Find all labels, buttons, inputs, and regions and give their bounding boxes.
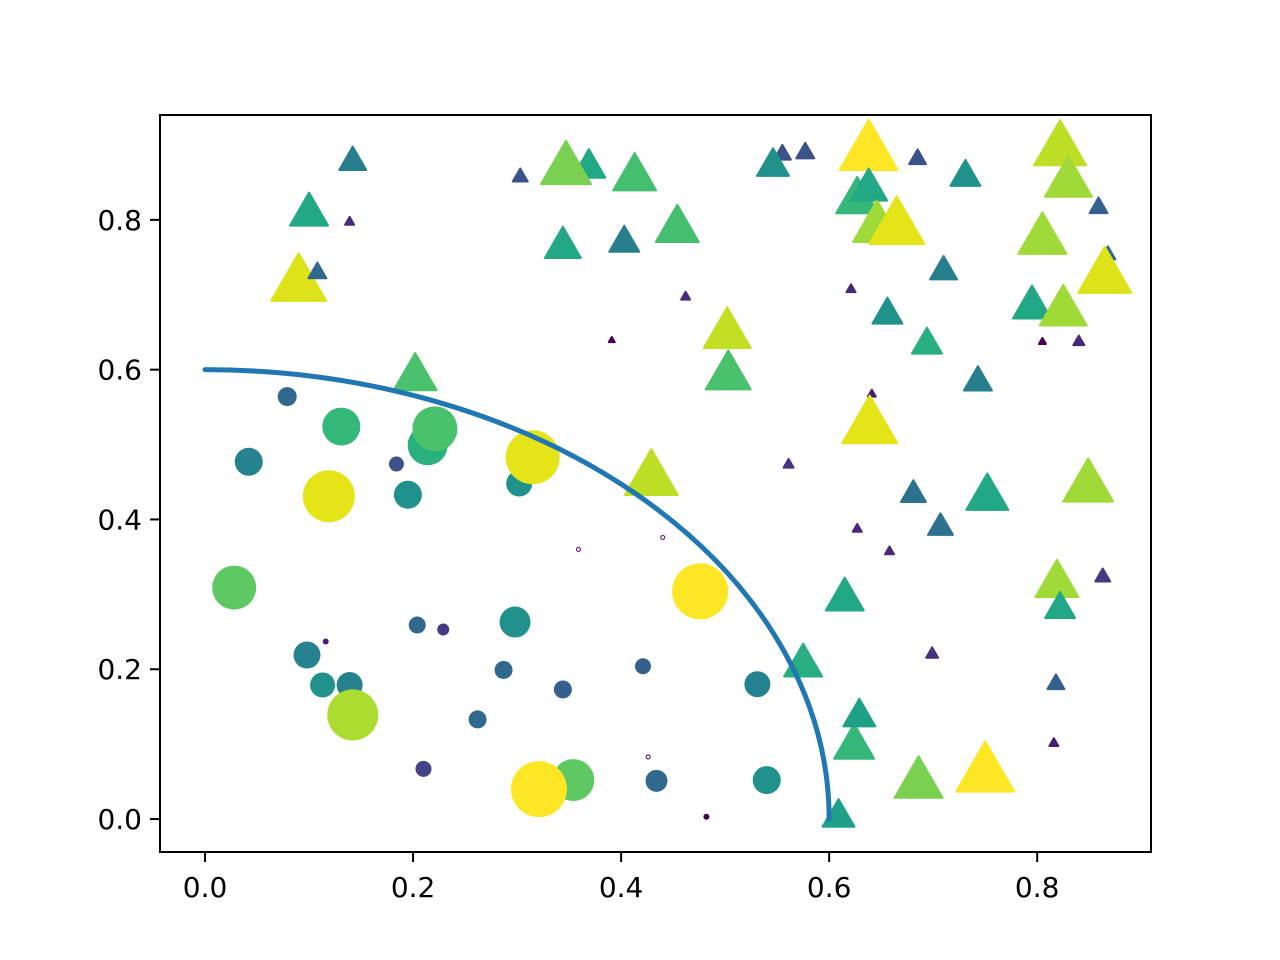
scatter-point-triangle bbox=[755, 147, 790, 177]
scatter-point-circle bbox=[437, 623, 450, 636]
x-tick-label: 0.2 bbox=[391, 871, 436, 904]
scatter-point-triangle bbox=[1048, 737, 1060, 747]
scatter-point-triangle bbox=[949, 158, 982, 187]
scatter-point-triangle bbox=[654, 203, 700, 244]
scatter-point-circle bbox=[703, 813, 710, 820]
scatter-point-triangle bbox=[543, 225, 582, 259]
scatter-point-triangle bbox=[1037, 336, 1047, 345]
scatter-point-triangle bbox=[925, 646, 940, 659]
scatter-point-triangle bbox=[883, 545, 895, 556]
scatter-point-triangle bbox=[851, 522, 863, 533]
scatter-point-circle bbox=[302, 470, 355, 523]
scatter-point-circle bbox=[388, 456, 404, 472]
scatter-point-circle bbox=[393, 480, 422, 509]
scatter-point-triangle bbox=[910, 326, 943, 355]
scatter-point-triangle bbox=[1062, 457, 1115, 503]
scatter-point-circle bbox=[468, 710, 487, 729]
scatter-point-circle bbox=[322, 407, 361, 446]
scatter-point-circle bbox=[415, 760, 432, 777]
x-tick-label: 0.4 bbox=[599, 871, 644, 904]
scatter-point-triangle bbox=[612, 152, 658, 192]
scatter-point-triangle bbox=[899, 479, 927, 503]
scatter-point-triangle bbox=[539, 139, 592, 186]
y-tick-label: 0.0 bbox=[97, 803, 142, 836]
scatter-point-circle bbox=[510, 761, 567, 818]
scatter-point-triangle bbox=[607, 335, 616, 344]
y-tick-label: 0.2 bbox=[97, 653, 142, 686]
scatter-point-triangle bbox=[962, 365, 993, 392]
scatter-point-circle bbox=[634, 658, 651, 675]
scatter-point-triangle bbox=[1033, 119, 1088, 167]
x-tick-label: 0.8 bbox=[1015, 871, 1060, 904]
scatter-point-triangle bbox=[782, 458, 795, 469]
scatter-point-open-dot bbox=[660, 534, 666, 541]
scatter-point-open-dot bbox=[575, 546, 582, 553]
scatter-point-triangle bbox=[833, 723, 876, 760]
scatter-point-triangle bbox=[849, 167, 889, 202]
x-tick-label: 0.6 bbox=[807, 871, 852, 904]
scatter-point-circle bbox=[277, 387, 297, 407]
scatter-point-triangle bbox=[955, 740, 1016, 793]
scatter-point-circle bbox=[499, 606, 531, 638]
scatter-point-triangle bbox=[1088, 196, 1109, 215]
scatter-point-triangle bbox=[1043, 155, 1093, 198]
scatter-point-triangle bbox=[845, 283, 857, 294]
scatter-point-triangle bbox=[1046, 673, 1066, 691]
x-tick-label: 0.0 bbox=[183, 871, 228, 904]
scatter-point-triangle bbox=[929, 254, 959, 281]
scatter-point-triangle bbox=[1038, 283, 1088, 327]
scatter-point-open-dot bbox=[645, 754, 651, 760]
scatter-point-triangle bbox=[307, 261, 328, 280]
scatter-point-triangle bbox=[338, 145, 368, 171]
y-tick-label: 0.4 bbox=[97, 503, 142, 536]
scatter-point-triangle bbox=[1072, 334, 1086, 347]
quarter-circle-curve bbox=[202, 367, 832, 822]
scatter-point-triangle bbox=[289, 191, 330, 227]
scatter-point-triangle bbox=[1044, 591, 1077, 619]
scatter-point-circle bbox=[553, 680, 572, 699]
scatter-point-triangle bbox=[1012, 284, 1052, 320]
scatter-point-triangle bbox=[1077, 245, 1133, 294]
scatter-point-circle bbox=[212, 565, 257, 610]
scatter-point-triangle bbox=[795, 141, 816, 160]
scatter-point-triangle bbox=[965, 472, 1010, 511]
scatter-point-circle bbox=[672, 563, 729, 620]
scatter-point-circle bbox=[293, 641, 321, 669]
scatter-point-triangle bbox=[1017, 211, 1068, 255]
scatter-point-circle bbox=[494, 660, 513, 679]
scatter-point-triangle bbox=[680, 290, 692, 301]
scatter-point-triangle bbox=[824, 576, 865, 612]
scatter-point-circle bbox=[744, 671, 771, 698]
scatter-point-triangle bbox=[926, 512, 954, 536]
scatter-point-triangle bbox=[871, 296, 904, 325]
scatter-point-circle bbox=[310, 672, 336, 698]
scatter-point-circle bbox=[327, 689, 379, 741]
scatter-point-triangle bbox=[842, 697, 877, 728]
scatter-point-triangle bbox=[511, 167, 529, 183]
scatter-point-triangle bbox=[623, 448, 679, 497]
scatter-point-triangle bbox=[908, 148, 928, 166]
scatter-point-triangle bbox=[841, 394, 899, 445]
scatter-point-triangle bbox=[704, 349, 752, 391]
scatter-point-circle bbox=[322, 638, 329, 645]
scatter-point-triangle bbox=[344, 215, 356, 226]
scatter-point-circle bbox=[408, 616, 426, 634]
y-tick-label: 0.6 bbox=[97, 354, 142, 387]
scatter-point-triangle bbox=[608, 224, 641, 253]
scatter-point-circle bbox=[752, 766, 781, 795]
scatter-point-circle bbox=[645, 769, 668, 792]
scatter-point-triangle bbox=[1094, 567, 1112, 583]
scatter-point-triangle bbox=[702, 306, 752, 350]
scatter-point-triangle bbox=[392, 352, 438, 392]
scatter-point-triangle bbox=[868, 195, 926, 245]
scatter-point-circle bbox=[234, 447, 263, 476]
y-tick-label: 0.8 bbox=[97, 204, 142, 237]
scatter-point-circle bbox=[412, 406, 458, 452]
scatter-point-triangle bbox=[893, 755, 944, 799]
